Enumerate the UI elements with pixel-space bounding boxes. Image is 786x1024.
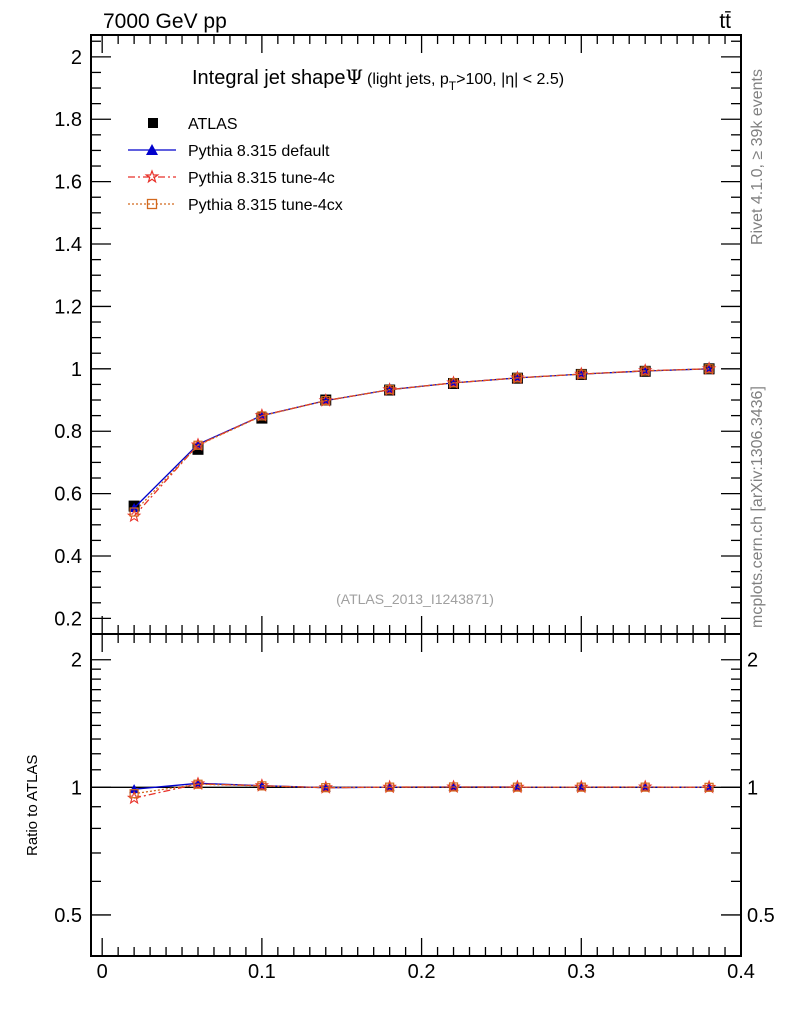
ratio-point-tune4cx [448, 782, 459, 792]
main-y-tick-label: 1.8 [54, 109, 82, 131]
series-point-tune4cx [257, 411, 267, 421]
x-tick-label: 0.4 [727, 961, 755, 983]
legend-marker-tune4cx [146, 198, 158, 210]
title-rest: >100, |η| < 2.5) [456, 71, 564, 88]
main-y-tick-label: 2 [71, 47, 82, 69]
ratio-y-tick-label-right: 2 [747, 650, 758, 672]
ratio-y-tick-label-right: 1 [747, 777, 758, 799]
ratio-point-tune4cx [321, 783, 331, 793]
series-point-tune4cx [129, 507, 139, 517]
legend-marker-default [146, 144, 158, 155]
main-y-tick-label: 0.6 [54, 484, 82, 506]
ratio-point-default [129, 784, 140, 794]
ratio-plot-frame [90, 633, 742, 957]
ratio-point-tune4cx [576, 782, 586, 792]
ratio-y-tick-label-right: 0.5 [747, 905, 775, 927]
legend-label-default: Pythia 8.315 default [188, 143, 330, 160]
ratio-y-tick-label: 0.5 [54, 905, 82, 927]
main-y-tick-label: 1.4 [54, 234, 82, 256]
ratio-line-tune4c [133, 783, 710, 799]
series-line-tune4cx [133, 368, 710, 513]
main-y-tick-label: 1.2 [54, 296, 82, 318]
ratio-line-tune4cx [134, 783, 710, 795]
x-tick-label: 0.2 [408, 961, 436, 983]
x-tick-label: 0.1 [248, 961, 276, 983]
series-line-default [133, 368, 710, 509]
ratio-point-tune4cx [512, 782, 523, 792]
main-y-tick-label: 0.4 [54, 546, 82, 568]
x-tick-label: 0 [97, 961, 108, 983]
ratio-point-tune4cx [640, 782, 650, 792]
series-point-tune4cx [512, 373, 523, 383]
ratio-point-tune4cx [193, 779, 203, 789]
ratio-line-default [134, 782, 710, 790]
title-sub: T [449, 79, 457, 93]
legend-marker-tune4c [144, 169, 160, 184]
process-label: tt̄ [719, 10, 731, 33]
main-y-tick-label: 1 [71, 359, 82, 381]
series-point-tune4cx [321, 396, 331, 406]
ratio-point-tune4cx [257, 781, 267, 791]
ratio-point-tune4cx [704, 782, 714, 792]
ratio-y-tick-label: 1 [71, 777, 82, 799]
chart-title: Integral jet shapeΨ (light jets, pT>100, … [192, 65, 564, 93]
legend-label-tune4cx: Pythia 8.315 tune-4cx [188, 197, 343, 214]
ratio-axis-ticks: 0.5 0.5 1 1 2 2 [54, 634, 775, 957]
ratio-series-layer [91, 776, 741, 805]
series-point-tune4cx [385, 385, 395, 395]
ratio-point-tune4cx [385, 782, 395, 792]
source-label: mcplots.cern.ch [arXiv:1306.3436] [749, 386, 766, 628]
series-point-tune4cx [448, 378, 459, 388]
series-point-tune4cx [193, 440, 203, 450]
ratio-y-label: Ratio to ATLAS [24, 755, 41, 856]
main-y-tick-label: 0.8 [54, 421, 82, 443]
legend-label-atlas: ATLAS [188, 116, 238, 133]
main-y-tick-label: 0.2 [54, 608, 82, 630]
main-y-tick-label: 1.6 [54, 172, 82, 194]
title-main: Integral jet shape [192, 67, 345, 89]
main-axis-ticks: 0.2 0.4 0.6 0.8 1 1.2 1.4 1.6 1.8 2 [54, 35, 742, 634]
series-point-tune4cx [576, 369, 586, 379]
legend: ATLAS Pythia 8.315 default Pythia 8.315 … [128, 116, 343, 214]
x-tick-label: 0.3 [567, 961, 595, 983]
analysis-label: (ATLAS_2013_I1243871) [336, 591, 494, 607]
ratio-point-tune4cx [129, 789, 139, 799]
main-series-layer [126, 361, 717, 523]
rivet-label: Rivet 4.1.0, ≥ 39k events [749, 69, 766, 245]
title-detail: (light jets, p [367, 71, 449, 88]
legend-label-tune4c: Pythia 8.315 tune-4c [188, 170, 335, 187]
series-point-tune4cx [704, 364, 714, 374]
energy-label: 7000 GeV pp [103, 10, 227, 33]
ratio-y-tick-label: 2 [71, 650, 82, 672]
series-point-tune4cx [640, 366, 650, 376]
series-line-tune4c [133, 368, 710, 517]
title-symbol: Ψ [345, 65, 363, 89]
legend-marker-atlas [148, 118, 158, 128]
x-tick-labels: 0 0.1 0.2 0.3 0.4 [97, 961, 755, 983]
